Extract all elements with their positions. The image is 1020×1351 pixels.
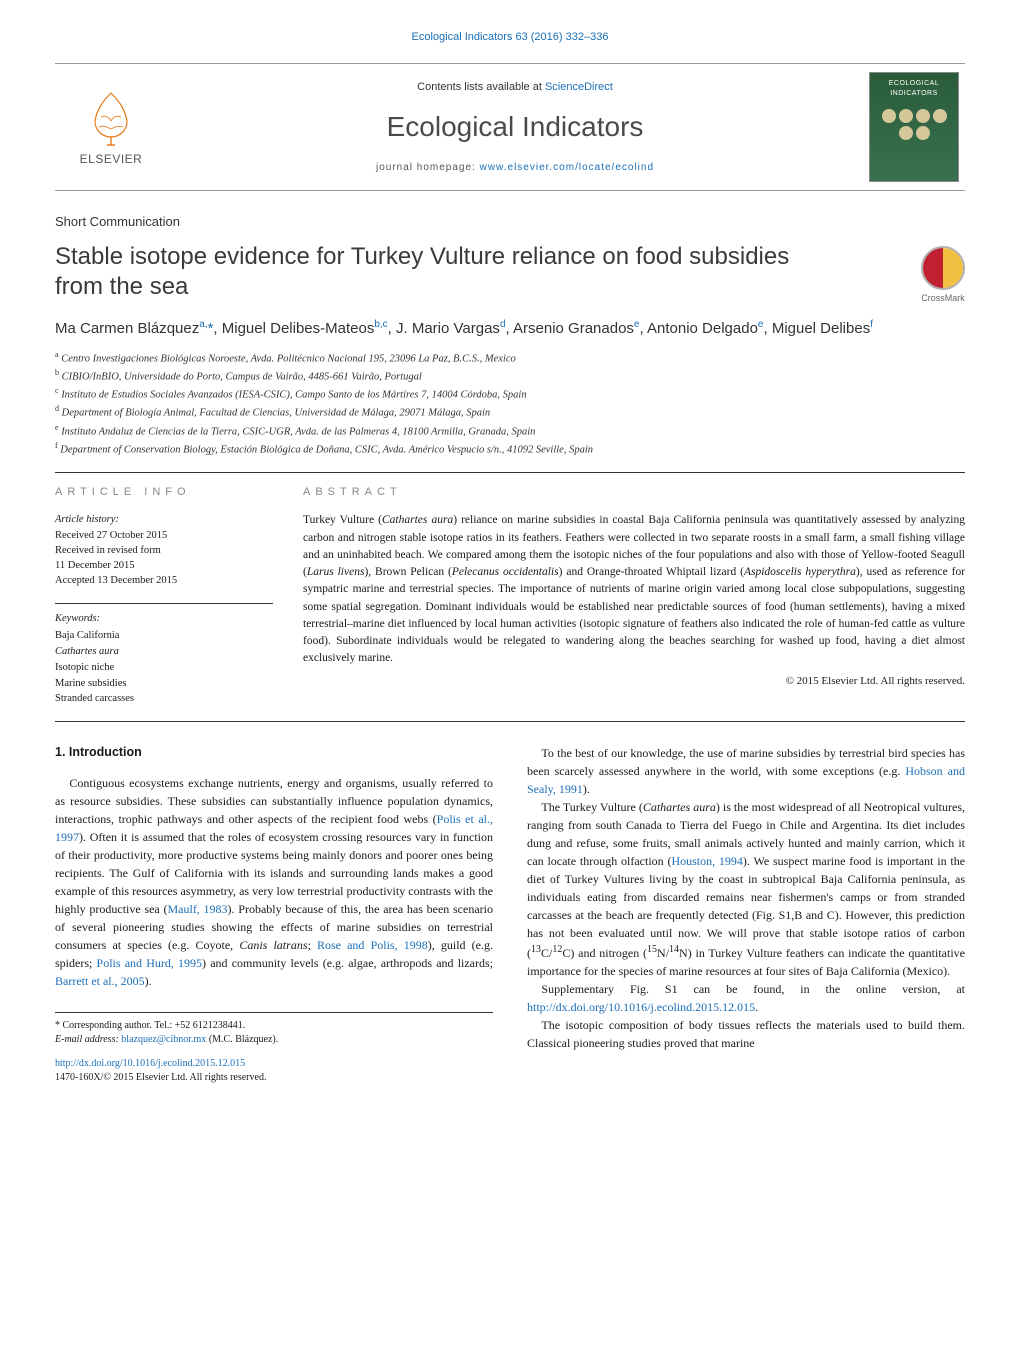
keywords-label: Keywords:: [55, 612, 273, 627]
elsevier-tree-icon: [81, 87, 141, 147]
crossmark-badge[interactable]: CrossMark: [921, 246, 965, 305]
article-info-heading: ARTICLE INFO: [55, 485, 273, 500]
doi-block: http://dx.doi.org/10.1016/j.ecolind.2015…: [55, 1057, 493, 1085]
corresponding-email-link[interactable]: blazquez@cibnor.mx: [121, 1034, 206, 1045]
journal-reference: Ecological Indicators 63 (2016) 332–336: [55, 30, 965, 45]
journal-homepage-line: journal homepage: www.elsevier.com/locat…: [161, 161, 869, 175]
contents-line: Contents lists available at ScienceDirec…: [161, 80, 869, 95]
crossmark-icon: [921, 246, 965, 290]
doi-link[interactable]: http://dx.doi.org/10.1016/j.ecolind.2015…: [55, 1058, 245, 1069]
keywords-list: Baja CaliforniaCathartes auraIsotopic ni…: [55, 628, 273, 707]
publisher-block: ELSEVIER: [61, 87, 161, 168]
corresponding-author-footnote: * Corresponding author. Tel.: +52 612123…: [55, 1012, 493, 1047]
section-heading-introduction: 1. Introduction: [55, 744, 493, 762]
authors-line: Ma Carmen Blázqueza,*, Miguel Delibes-Ma…: [55, 318, 965, 339]
article-type: Short Communication: [55, 213, 965, 231]
body-column-left: Contiguous ecosystems exchange nutrients…: [55, 774, 493, 990]
body-column-right: To the best of our knowledge, the use of…: [527, 744, 965, 1052]
article-title: Stable isotope evidence for Turkey Vultu…: [55, 242, 835, 302]
crossmark-label: CrossMark: [921, 292, 965, 305]
journal-title: Ecological Indicators: [161, 107, 869, 146]
divider: [55, 721, 965, 722]
divider: [55, 603, 273, 604]
journal-banner: ELSEVIER Contents lists available at Sci…: [55, 63, 965, 191]
abstract-heading: ABSTRACT: [303, 485, 965, 500]
article-history: Article history: Received 27 October 201…: [55, 512, 273, 588]
divider: [55, 472, 965, 473]
affiliations: a Centro Investigaciones Biológicas Noro…: [55, 349, 965, 459]
publisher-label: ELSEVIER: [80, 151, 143, 168]
journal-cover-thumbnail: ECOLOGICAL INDICATORS: [869, 72, 959, 182]
abstract-text: Turkey Vulture (Cathartes aura) reliance…: [303, 512, 965, 667]
sciencedirect-link[interactable]: ScienceDirect: [545, 81, 613, 93]
journal-homepage-link[interactable]: www.elsevier.com/locate/ecolind: [480, 162, 654, 173]
abstract-copyright: © 2015 Elsevier Ltd. All rights reserved…: [303, 674, 965, 689]
